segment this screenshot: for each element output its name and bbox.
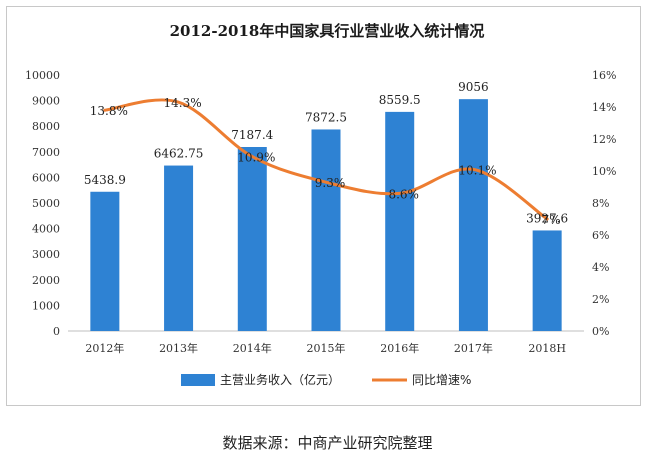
source-note: 数据来源：中商产业研究院整理: [222, 434, 433, 452]
legend-label: 主营业务收入（亿元）: [220, 372, 340, 387]
bar-value-label: 6462.75: [154, 147, 204, 161]
x-tick-label: 2017年: [454, 341, 493, 355]
legend-swatch-bar: [181, 374, 215, 386]
bar: [532, 230, 562, 331]
line-value-label: 10.9%: [237, 151, 275, 165]
y-left-tick-label: 0: [53, 325, 60, 338]
y-right-tick-label: 6%: [592, 229, 609, 242]
bar: [311, 129, 341, 331]
x-tick-label: 2018H: [528, 342, 566, 355]
y-right-tick-label: 8%: [592, 197, 609, 210]
line-value-label: 8.6%: [388, 187, 419, 201]
line-value-label: 9.3%: [315, 176, 346, 190]
bar: [164, 165, 194, 331]
line-value-label: 14.3%: [164, 96, 202, 110]
bar-value-label: 3927.6: [526, 211, 568, 225]
y-left-tick-label: 5000: [32, 197, 60, 210]
line-value-label: 13.8%: [90, 104, 128, 118]
legend-label: 同比增速%: [412, 373, 471, 387]
y-left-tick-label: 10000: [25, 69, 60, 82]
chart-title: 2012-2018年中国家具行业营业收入统计情况: [170, 22, 485, 40]
y-right-tick-label: 4%: [592, 261, 609, 274]
bar: [385, 111, 415, 331]
bar-value-label: 8559.5: [379, 93, 421, 107]
data-labels: 5438.9 6462.75 7187.4 7872.5 8559.5 9056 3927.…: [84, 80, 568, 227]
y-left-tick-label: 9000: [32, 95, 60, 108]
y-right-tick-label: 10%: [592, 165, 616, 178]
bar: [458, 99, 488, 331]
x-tick-label: 2016年: [380, 341, 419, 355]
y-right-tick-label: 16%: [592, 69, 616, 82]
y-left-tick-label: 4000: [32, 223, 60, 236]
y-right-tick-label: 2%: [592, 293, 609, 306]
bar-series: [90, 99, 562, 331]
line-value-label: 10.1%: [458, 163, 496, 177]
y-right-tick-label: 14%: [592, 101, 616, 114]
bar: [237, 147, 267, 331]
x-tick-label: 2015年: [307, 341, 346, 355]
y-right-tick-label: 12%: [592, 133, 616, 146]
chart-axes: 0 1000 2000 3000 4000 5000 6000 7000 8000 9000 100…: [25, 69, 616, 355]
y-left-tick-label: 3000: [32, 248, 60, 261]
bar-value-label: 5438.9: [84, 173, 126, 187]
y-left-tick-label: 1000: [32, 299, 60, 312]
line-series: [103, 98, 549, 221]
y-right-tick-label: 0%: [592, 325, 609, 338]
y-left-tick-label: 7000: [32, 146, 60, 159]
line-value-label: 7%: [542, 213, 561, 227]
y-left-tick-label: 2000: [32, 274, 60, 287]
bar-value-label: 7872.5: [305, 110, 347, 124]
bar: [90, 191, 120, 331]
bar-value-label: 9056: [458, 80, 489, 94]
legend: 主营业务收入（亿元） 同比增速%: [181, 372, 471, 387]
growth-line: [103, 98, 549, 221]
x-tick-label: 2013年: [159, 341, 198, 355]
y-left-tick-label: 6000: [32, 171, 60, 184]
x-tick-label: 2014年: [233, 341, 272, 355]
bar-value-label: 7187.4: [231, 128, 273, 142]
y-left-tick-label: 8000: [32, 120, 60, 133]
x-tick-label: 2012年: [85, 341, 124, 355]
